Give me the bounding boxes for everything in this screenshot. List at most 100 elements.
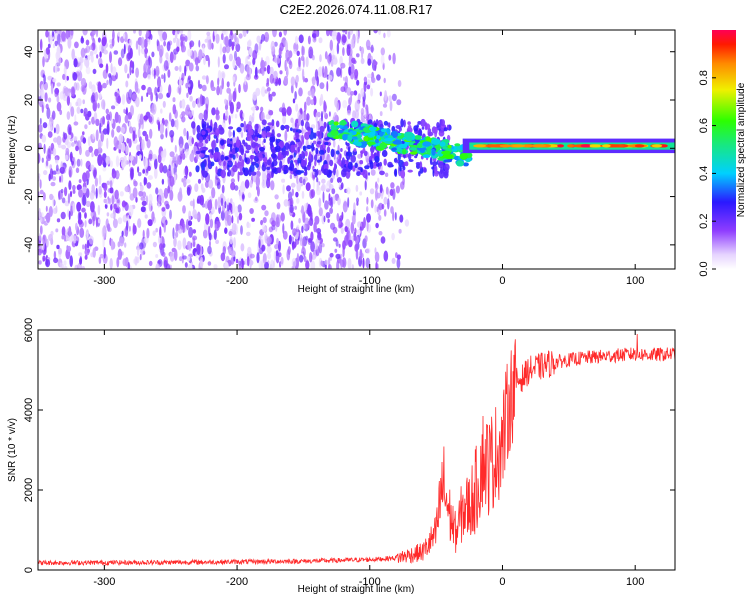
heatmap-cell — [221, 77, 224, 90]
heatmap-cell — [273, 70, 278, 80]
heatmap-cell — [366, 196, 369, 205]
heatmap-cell — [392, 52, 396, 65]
heatmap-cell — [111, 37, 115, 47]
heatmap-cell — [61, 197, 66, 204]
heatmap-cell — [290, 76, 296, 86]
heatmap-cell — [146, 139, 151, 149]
heatmap-cell — [227, 197, 230, 206]
heatmap-cell — [207, 39, 212, 50]
heatmap-cell — [201, 84, 207, 92]
heatmap-cell — [438, 130, 445, 137]
heatmap-cell — [99, 51, 102, 58]
heatmap-cell — [242, 112, 245, 118]
heatmap-cell — [262, 217, 267, 224]
heatmap-cell — [427, 127, 432, 137]
heatmap-cell — [279, 70, 283, 75]
heatmap-cell — [47, 131, 53, 138]
heatmap-cell — [141, 84, 146, 91]
heatmap-cell — [230, 250, 236, 258]
heatmap-cell — [296, 253, 300, 265]
heatmap-cell — [383, 158, 387, 166]
heatmap-cell — [181, 111, 186, 117]
heatmap-cell — [86, 231, 89, 238]
heatmap-cell — [404, 219, 410, 227]
heatmap-cell — [242, 167, 246, 173]
heatmap-cell — [226, 87, 231, 94]
heatmap-cell — [389, 188, 394, 196]
heatmap-cell — [277, 77, 282, 86]
heatmap-cell — [189, 95, 193, 102]
heatmap-cell — [122, 258, 127, 267]
x-tick-label: 100 — [626, 275, 644, 287]
carrier-peak — [567, 144, 574, 148]
heatmap-cell — [309, 251, 313, 263]
heatmap-cell — [197, 178, 202, 184]
heatmap-cell — [124, 63, 128, 74]
heatmap-cell — [224, 98, 227, 105]
heatmap-cell — [269, 66, 274, 76]
heatmap-cell — [342, 134, 348, 141]
heatmap-cell — [280, 124, 285, 131]
heatmap-cell — [341, 157, 345, 166]
heatmap-cell — [311, 88, 315, 98]
colorbar-tick-label: 0.6 — [698, 118, 710, 133]
heatmap-cell — [89, 164, 95, 171]
heatmap-cell — [220, 252, 226, 262]
heatmap-cell — [364, 235, 368, 243]
heatmap-cell — [246, 134, 252, 142]
heatmap-cell — [328, 121, 333, 126]
heatmap-cell — [389, 100, 393, 112]
heatmap-cell — [303, 171, 308, 176]
heatmap-cell — [316, 159, 321, 163]
heatmap-cell — [116, 125, 121, 133]
heatmap-cell — [374, 155, 380, 163]
heatmap-cell — [75, 145, 79, 152]
heatmap-cell — [330, 177, 334, 183]
heatmap-cell — [189, 152, 195, 163]
heatmap-cell — [355, 141, 362, 147]
heatmap-cell — [383, 209, 387, 217]
heatmap-cell — [85, 45, 91, 53]
heatmap-cell — [213, 264, 218, 269]
heatmap-cell — [211, 139, 217, 150]
heatmap-cell — [131, 69, 134, 74]
heatmap-cell — [356, 201, 359, 206]
heatmap-cell — [159, 226, 162, 239]
heatmap-cell — [188, 171, 192, 177]
heatmap-cell — [320, 93, 324, 105]
heatmap-cell — [200, 183, 204, 191]
heatmap-cell — [215, 138, 219, 144]
heatmap-cell — [433, 126, 438, 135]
heatmap-cell — [395, 185, 400, 194]
heatmap-cell — [298, 34, 304, 44]
heatmap-cell — [76, 106, 81, 114]
heatmap-cell — [134, 134, 138, 139]
heatmap-cell — [394, 211, 397, 221]
heatmap-cell — [186, 186, 191, 196]
heatmap-cell — [229, 138, 233, 142]
heatmap-cell — [75, 167, 80, 174]
heatmap-cell — [168, 84, 172, 96]
heatmap-cell — [297, 146, 300, 153]
heatmap-cell — [111, 169, 117, 179]
heatmap-cell — [396, 257, 401, 269]
heatmap-cell — [363, 136, 369, 142]
heatmap-cell — [240, 123, 244, 128]
heatmap-cell — [384, 137, 394, 142]
heatmap-cell — [354, 244, 359, 252]
x-tick-label: -100 — [359, 576, 381, 588]
heatmap-cell — [111, 129, 115, 138]
heatmap-cell — [117, 114, 121, 124]
heatmap-cell — [338, 243, 341, 248]
heatmap-cell — [378, 30, 381, 36]
heatmap-cell — [425, 123, 431, 130]
heatmap-cell — [400, 118, 404, 128]
heatmap-cell — [242, 139, 246, 145]
heatmap-cell — [222, 53, 226, 64]
heatmap-cell — [102, 128, 108, 135]
heatmap-cell — [324, 51, 328, 60]
heatmap-cell — [140, 36, 145, 49]
heatmap-cell — [167, 69, 171, 78]
heatmap-cell — [192, 235, 198, 241]
heatmap-cell — [119, 191, 124, 197]
